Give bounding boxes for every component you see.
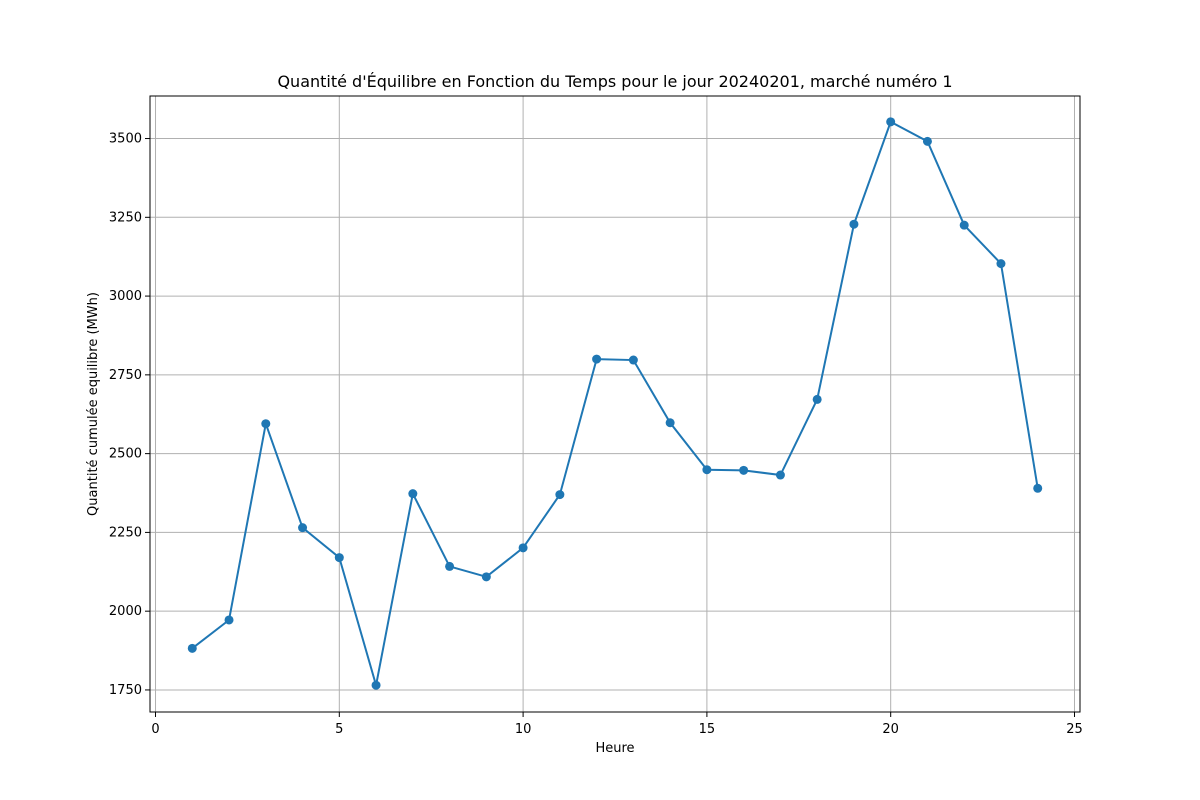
y-tick-label: 3000 — [109, 289, 142, 304]
x-axis-label: Heure — [595, 741, 634, 756]
data-point — [445, 561, 455, 571]
data-point — [996, 259, 1006, 269]
data-point — [628, 355, 638, 365]
data-point — [959, 220, 969, 230]
data-point — [849, 219, 859, 229]
y-tick-label: 2000 — [109, 604, 142, 619]
data-point — [518, 543, 528, 553]
x-tick-label: 15 — [699, 722, 716, 737]
data-point — [1033, 483, 1043, 493]
data-point — [555, 490, 565, 500]
grid-layer — [150, 96, 1080, 712]
data-point — [922, 136, 932, 146]
y-tick-label: 1750 — [109, 683, 142, 698]
x-tick-label: 10 — [515, 722, 532, 737]
data-point — [187, 643, 197, 653]
x-tick-label: 20 — [882, 722, 899, 737]
data-point — [702, 465, 712, 475]
y-axis-label: Quantité cumulée equilibre (MWh) — [86, 292, 101, 516]
data-point — [408, 489, 418, 499]
data-point — [371, 680, 381, 690]
chart-title: Quantité d'Équilibre en Fonction du Temp… — [277, 72, 952, 91]
series-line — [191, 120, 1039, 686]
data-point — [481, 572, 491, 582]
y-tick-label: 3500 — [109, 132, 142, 147]
data-point — [224, 615, 234, 625]
series-layer — [187, 117, 1043, 690]
y-tick-label: 2250 — [109, 525, 142, 540]
x-tick-label: 25 — [1066, 722, 1083, 737]
y-tick-label: 2750 — [109, 368, 142, 383]
x-tick-label: 0 — [151, 722, 159, 737]
data-point — [886, 117, 896, 127]
data-point — [298, 523, 308, 533]
data-point — [739, 465, 749, 475]
data-point — [334, 553, 344, 563]
data-point — [812, 394, 822, 404]
data-point — [775, 470, 785, 480]
data-point — [261, 419, 271, 429]
y-tick-label: 3250 — [109, 210, 142, 225]
plot-area-frame — [149, 95, 1081, 713]
data-point — [592, 354, 602, 364]
x-tick-label: 5 — [335, 722, 343, 737]
ticks-layer: 0 5 10 15 20 25 1750 2000 2250 2500 2750 3000 3250 35… — [109, 132, 1083, 737]
data-point — [665, 418, 675, 428]
y-tick-label: 2500 — [109, 447, 142, 462]
